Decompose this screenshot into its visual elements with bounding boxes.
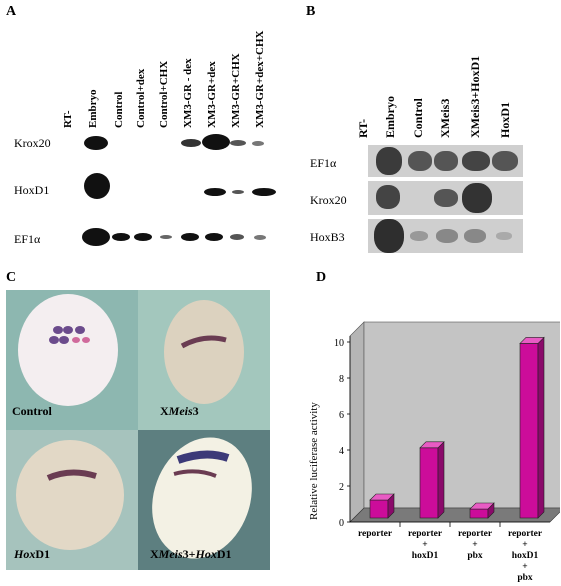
control-stripes	[49, 326, 90, 344]
lane-label: RT-	[356, 118, 370, 138]
blot-row-krox20	[368, 181, 523, 215]
band	[492, 151, 518, 171]
embryo-image-grid	[6, 290, 270, 570]
blot-row-hoxb3	[368, 219, 523, 253]
band	[84, 173, 110, 199]
lane-label: XMeis3	[438, 98, 452, 138]
y-tick-label: 2	[339, 482, 344, 493]
bar	[369, 499, 389, 519]
band	[82, 228, 110, 246]
blot-panel-a	[62, 128, 282, 256]
x-tick-label: reporter	[508, 529, 543, 539]
x-tick-label: hoxD1	[412, 551, 439, 561]
y-tick-label: 10	[334, 338, 344, 349]
bar-top	[469, 502, 495, 510]
band	[374, 219, 404, 253]
band	[205, 233, 223, 241]
row-label-ef1a: EF1α	[14, 232, 41, 246]
band	[84, 136, 108, 150]
x-tick-label: hoxD1	[512, 551, 539, 561]
caption-hoxd1: HoxD1	[14, 547, 51, 561]
band	[202, 134, 230, 150]
bar	[469, 508, 489, 519]
y-tick-label: 6	[339, 410, 344, 421]
band	[464, 229, 486, 243]
band	[160, 235, 172, 239]
row-label-hoxd1: HoxD1	[14, 183, 50, 197]
row-label-hoxb3: HoxB3	[310, 230, 345, 244]
band	[252, 141, 264, 146]
bar-top	[419, 441, 445, 449]
bar	[419, 447, 439, 519]
y-tick-label: 4	[339, 446, 344, 457]
band	[434, 151, 458, 171]
x-tick-label: +	[472, 540, 477, 550]
panel-c-letter: C	[6, 270, 17, 285]
band	[462, 183, 492, 213]
panel-b-letter: B	[306, 4, 316, 19]
band	[496, 232, 512, 240]
lane-label: Embryo	[87, 89, 99, 129]
x-tick-label: reporter	[458, 529, 493, 539]
x-tick-label: +	[522, 562, 527, 572]
panel-d-letter: D	[316, 270, 327, 285]
panel-a-letter: A	[6, 4, 17, 19]
band	[232, 190, 244, 194]
lane-label: Control	[411, 98, 425, 138]
x-tick-label: pbx	[517, 573, 533, 583]
lane-label: Control	[113, 91, 125, 128]
x-tick-label: reporter	[408, 529, 443, 539]
band	[252, 188, 276, 196]
lane-label: HoxD1	[498, 102, 512, 138]
lane-label: Control+dex	[135, 68, 147, 128]
x-tick-label: pbx	[467, 551, 483, 561]
caption-xmeis3-hoxd1: XMeis3+HoxD1	[150, 547, 232, 561]
band	[112, 233, 130, 241]
blot-row-ef1a	[368, 145, 523, 177]
lane-label: Embryo	[383, 96, 397, 138]
band	[181, 139, 201, 147]
band	[436, 229, 458, 243]
band	[254, 235, 266, 240]
row-label-krox20: Krox20	[14, 136, 51, 150]
x-tick-label: reporter	[358, 529, 393, 539]
lane-label: XM3-GR - dex	[182, 58, 194, 128]
band	[230, 140, 246, 146]
lane-label: XM3-GR+dex	[206, 61, 218, 128]
band	[204, 188, 226, 196]
lane-label: XMeis3+HoxD1	[468, 55, 482, 138]
x-tick-label: +	[522, 540, 527, 550]
lane-label: XM3-GR+dex+CHX	[254, 30, 266, 128]
band	[134, 233, 152, 241]
caption-xmeis3: XMeis3	[160, 404, 199, 418]
y-tick-label: 0	[339, 518, 344, 529]
row-label-krox20: Krox20	[310, 193, 347, 207]
row-label-ef1a: EF1α	[310, 156, 337, 170]
bar-side	[437, 441, 445, 519]
band	[376, 147, 402, 175]
band	[230, 234, 244, 240]
lane-label: RT-	[62, 110, 74, 128]
band	[376, 185, 400, 209]
x-tick-label: +	[422, 540, 427, 550]
bar-top	[369, 493, 395, 501]
bar	[519, 343, 539, 519]
embryo-photos	[6, 290, 270, 570]
lane-label: XM3-GR+CHX	[230, 53, 242, 128]
band	[408, 151, 432, 171]
lane-label: Control+CHX	[158, 60, 170, 128]
bar-top	[519, 337, 545, 344]
caption-control: Control	[12, 404, 52, 418]
band	[434, 189, 458, 207]
side-wall	[349, 321, 365, 523]
band	[181, 233, 199, 241]
bar-side	[537, 336, 545, 519]
y-axis-label: Relative luciferase activity	[308, 402, 320, 520]
band	[462, 151, 490, 171]
y-tick-label: 8	[339, 374, 344, 385]
band	[410, 231, 428, 241]
